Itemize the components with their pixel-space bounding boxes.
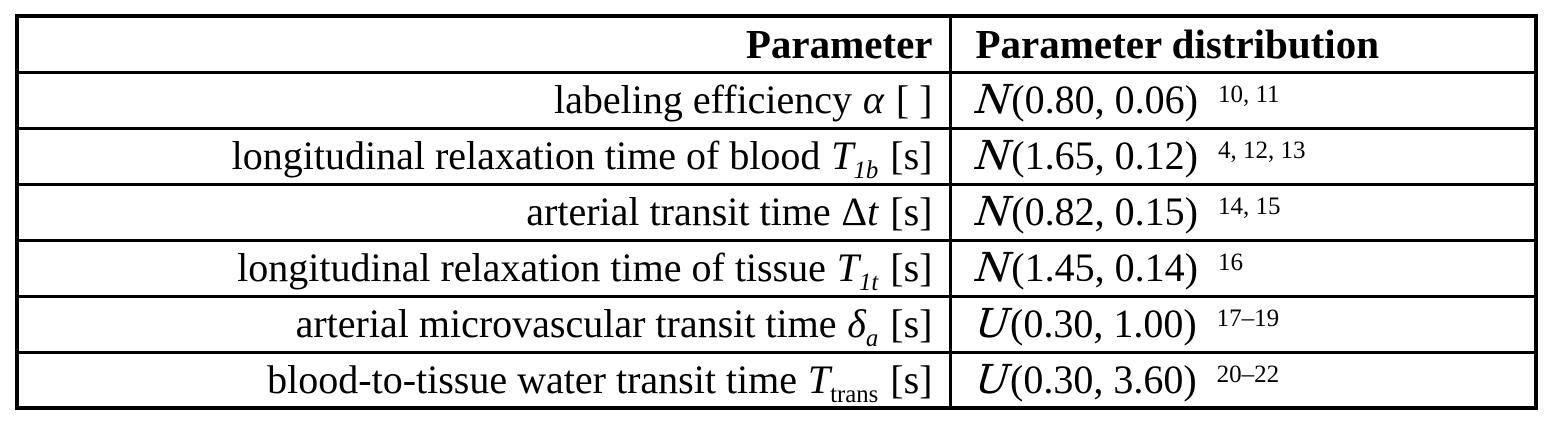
distribution-family-script-letter: N <box>973 245 1013 291</box>
distribution-args: (0.30, 3.60) <box>1010 356 1197 402</box>
parameter-unit: [s] <box>890 133 933 178</box>
parameter-subscript: a <box>865 325 879 352</box>
parameter-subscript: trans <box>830 380 879 408</box>
distribution-cell: N(1.45, 0.14) 16 <box>948 238 1538 298</box>
parameter-name: labeling efficiency <box>554 77 853 122</box>
table-row: arterial transit time Δt [s] N(0.82, 0.15)… <box>15 182 1538 242</box>
table-row: blood-to-tissue water transit time Ttrans… <box>15 350 1538 410</box>
parameter-name: arterial microvascular transit time <box>295 301 837 346</box>
reference-superscript: 17–19 <box>1216 304 1280 332</box>
distribution-cell: N(1.65, 0.12) 4, 12, 13 <box>948 126 1538 186</box>
parameter-unit: [s] <box>890 301 933 346</box>
table-row: labeling efficiency α [ ] N(0.80, 0.06) 10,… <box>15 70 1538 130</box>
parameter-symbol: Ttrans <box>807 356 879 408</box>
parameter-name: longitudinal relaxation time of tissue <box>237 245 826 290</box>
parameter-name: longitudinal relaxation time of blood <box>231 133 821 178</box>
distribution-family-script-letter: N <box>973 77 1013 123</box>
parameter-cell: arterial transit time Δt [s] <box>15 182 952 242</box>
parameter-unit: [s] <box>890 356 933 402</box>
reference-superscript: 10, 11 <box>1217 80 1280 108</box>
distribution-family-script-letter: N <box>973 133 1013 179</box>
parameter-subscript: 1t <box>858 269 879 296</box>
parameter-name: blood-to-tissue water transit time <box>267 356 798 402</box>
reference-superscript: 20–22 <box>1216 360 1280 388</box>
table-row: longitudinal relaxation time of tissue T1… <box>15 238 1538 298</box>
distribution-family-script-letter: N <box>973 189 1013 235</box>
parameter-unit: [s] <box>890 245 933 290</box>
reference-superscript: 14, 15 <box>1217 192 1281 220</box>
header-row: Parameter Parameter distribution <box>15 14 1538 74</box>
parameter-unit: [ ] <box>895 77 933 122</box>
distribution-args: (1.45, 0.14) <box>1011 245 1198 290</box>
parameter-cell: blood-to-tissue water transit time Ttrans… <box>15 350 952 410</box>
parameter-symbol: α <box>862 77 884 122</box>
distribution-cell: U(0.30, 1.00) 17–19 <box>948 294 1538 354</box>
parameter-symbol: T1t <box>836 245 879 296</box>
distribution-args: (0.82, 0.15) <box>1011 189 1198 234</box>
parameter-cell: labeling efficiency α [ ] <box>15 70 952 130</box>
parameter-unit: [s] <box>890 189 933 234</box>
distribution-args: (0.30, 1.00) <box>1010 301 1197 346</box>
table-row: longitudinal relaxation time of blood T1b… <box>15 126 1538 186</box>
table-row: arterial microvascular transit time δa [s]… <box>15 294 1538 354</box>
parameter-symbol: Δt <box>841 189 879 234</box>
distribution-args: (0.80, 0.06) <box>1011 77 1198 122</box>
distribution-cell: U(0.30, 3.60) 20–22 <box>948 350 1538 410</box>
parameter-distribution-table: Parameter Parameter distribution labelin… <box>15 14 1538 410</box>
parameter-cell: arterial microvascular transit time δa [s] <box>15 294 952 354</box>
distribution-family-script-letter: U <box>973 356 1012 403</box>
distribution-family-script-letter: U <box>973 301 1012 347</box>
parameter-symbol: δa <box>847 301 879 352</box>
reference-superscript: 4, 12, 13 <box>1217 136 1306 164</box>
distribution-args: (1.65, 0.12) <box>1011 133 1198 178</box>
distribution-cell: N(0.80, 0.06) 10, 11 <box>948 70 1538 130</box>
column-header-distribution: Parameter distribution <box>948 14 1538 74</box>
parameter-name: arterial transit time <box>526 189 831 234</box>
parameter-symbol: T1b <box>831 133 879 184</box>
parameter-subscript: 1b <box>853 157 879 184</box>
distribution-cell: N(0.82, 0.15) 14, 15 <box>948 182 1538 242</box>
reference-superscript: 16 <box>1217 248 1243 276</box>
parameter-cell: longitudinal relaxation time of blood T1b… <box>15 126 952 186</box>
column-header-parameter: Parameter <box>15 14 952 74</box>
parameter-cell: longitudinal relaxation time of tissue T1… <box>15 238 952 298</box>
